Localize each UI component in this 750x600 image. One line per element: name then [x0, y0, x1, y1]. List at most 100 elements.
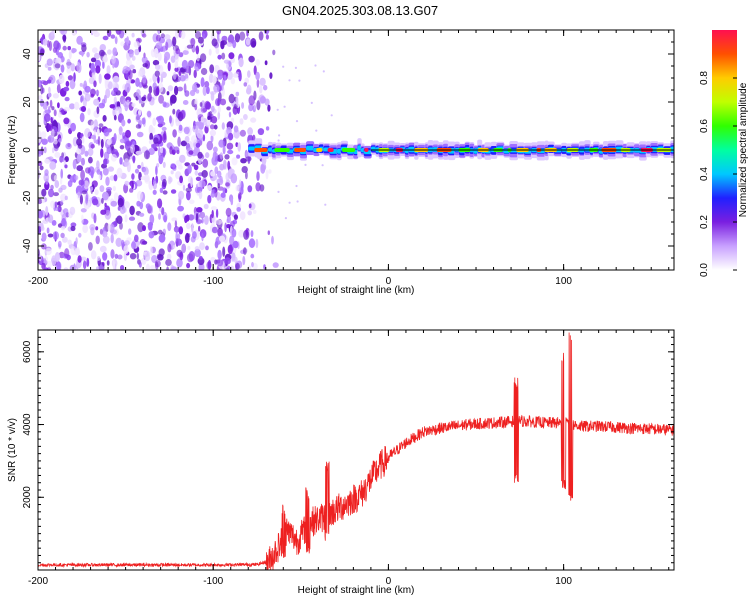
noise-speckle — [131, 55, 136, 61]
noise-speckle — [141, 33, 147, 38]
noise-speckle — [144, 253, 151, 262]
y-tick-label: 4000 — [22, 413, 33, 436]
noise-speckle — [141, 117, 146, 125]
noise-speckle — [134, 168, 140, 174]
noise-speckle — [94, 90, 100, 95]
noise-speckle — [71, 47, 76, 54]
noise-speckle — [38, 135, 42, 143]
noise-speckle — [216, 30, 222, 35]
noise-speckle — [124, 180, 130, 186]
noise-speckle — [76, 62, 81, 72]
noise-speckle — [56, 83, 61, 94]
snr-line — [38, 332, 674, 570]
noise-speckle — [137, 70, 143, 77]
noise-speckle — [65, 80, 70, 87]
noise-speckle — [196, 129, 204, 139]
noise-speckle — [314, 64, 317, 67]
noise-speckle — [149, 205, 153, 214]
noise-speckle — [247, 70, 251, 78]
noise-speckle — [282, 65, 285, 68]
noise-speckle — [69, 79, 76, 90]
noise-speckle — [222, 246, 226, 257]
noise-speckle — [58, 74, 65, 84]
noise-speckle — [248, 238, 256, 249]
noise-speckle — [212, 151, 216, 162]
noise-speckle — [195, 176, 202, 181]
noise-speckle — [113, 192, 119, 202]
noise-speckle — [226, 142, 234, 150]
noise-speckle — [245, 171, 248, 180]
noise-speckle — [76, 35, 83, 45]
noise-speckle — [238, 229, 245, 238]
noise-speckle — [57, 111, 62, 118]
noise-speckle — [180, 110, 186, 120]
noise-speckle — [136, 131, 144, 138]
noise-speckle — [44, 109, 52, 114]
noise-speckle — [188, 251, 195, 262]
noise-speckle — [83, 199, 91, 210]
noise-speckle — [64, 164, 68, 169]
noise-speckle — [118, 126, 123, 136]
noise-speckle — [265, 34, 269, 40]
noise-speckle — [99, 49, 105, 57]
noise-speckle — [259, 77, 266, 86]
noise-speckle — [128, 49, 134, 58]
noise-speckle — [189, 199, 195, 205]
noise-speckle — [247, 127, 254, 136]
noise-speckle — [135, 124, 141, 129]
noise-speckle — [181, 59, 188, 69]
noise-speckle — [228, 52, 235, 60]
noise-speckle — [67, 239, 72, 245]
noise-speckle — [248, 55, 255, 63]
noise-speckle — [161, 126, 167, 131]
noise-speckle — [265, 126, 270, 131]
noise-speckle — [131, 241, 136, 250]
noise-speckle — [90, 226, 95, 236]
snr-panel: -200 -100 0 100 2000 4000 6000 Height of strai… — [7, 329, 675, 596]
noise-speckle — [209, 91, 217, 95]
noise-speckle — [183, 126, 190, 135]
noise-speckle — [192, 83, 198, 93]
noise-speckle — [193, 69, 197, 79]
noise-speckle — [47, 92, 52, 98]
noise-speckle — [226, 106, 231, 111]
noise-speckle — [148, 85, 153, 94]
noise-speckle — [186, 262, 191, 269]
noise-speckle — [213, 124, 218, 130]
noise-speckle — [288, 201, 291, 204]
noise-speckle — [178, 52, 184, 58]
noise-speckle — [44, 113, 51, 122]
noise-speckle — [84, 127, 91, 138]
noise-speckle — [54, 151, 61, 158]
noise-speckle — [175, 121, 181, 127]
noise-speckle — [202, 134, 206, 142]
noise-speckle — [77, 190, 81, 199]
noise-speckle — [124, 140, 131, 151]
noise-speckle — [109, 104, 116, 109]
noise-speckle — [60, 193, 67, 202]
noise-speckle — [324, 203, 327, 206]
noise-speckle — [187, 164, 192, 174]
noise-speckle — [119, 145, 125, 150]
noise-speckle — [268, 169, 272, 174]
noise-speckle — [123, 245, 129, 254]
noise-speckle — [109, 223, 115, 234]
noise-speckle — [217, 54, 222, 60]
noise-speckle — [178, 190, 185, 200]
noise-speckle — [230, 220, 235, 228]
noise-speckle — [321, 164, 324, 167]
noise-speckle — [102, 167, 109, 176]
noise-speckle — [178, 70, 182, 77]
noise-speckle — [46, 227, 50, 234]
signal-inner — [357, 145, 362, 151]
noise-speckle — [59, 177, 63, 185]
noise-speckle — [113, 87, 119, 93]
noise-speckle — [93, 133, 96, 144]
noise-speckle — [102, 191, 109, 201]
noise-speckle — [111, 55, 116, 64]
noise-speckle — [283, 105, 286, 108]
noise-speckle — [128, 216, 136, 221]
noise-speckle — [194, 62, 201, 72]
noise-speckle — [217, 105, 221, 114]
noise-speckle — [137, 164, 142, 169]
